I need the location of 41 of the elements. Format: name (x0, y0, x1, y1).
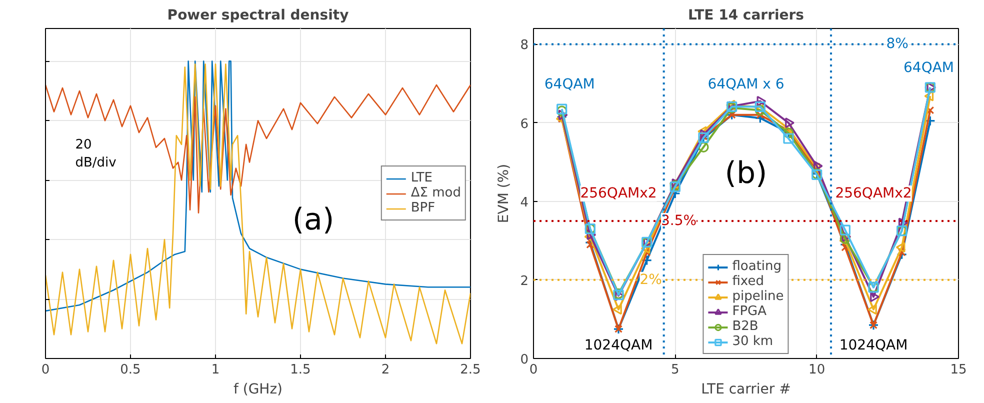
y-tick-label: 2 (520, 274, 529, 289)
y-tick-label: 4 (520, 195, 529, 210)
legend-label: FPGA (732, 304, 767, 319)
ref-line-label: 2% (640, 272, 662, 288)
annotation: 64QAM (904, 60, 954, 76)
annotation: (b) (724, 156, 768, 192)
x-tick-label: 0.5 (120, 362, 141, 378)
legend-label: fixed (732, 274, 764, 289)
legend-label: BPF (410, 200, 436, 216)
x-tick-label: 0 (41, 362, 50, 378)
x-tick-label: 5 (671, 362, 680, 378)
x-tick-label: 1 (211, 362, 220, 378)
legend-label: pipeline (732, 289, 784, 304)
annotation: 20 dB/div (75, 137, 117, 170)
annotation: 1024QAM (584, 337, 653, 354)
x-tick-label: 10 (808, 362, 826, 378)
annotation: 64QAM x 6 (708, 76, 784, 93)
y-tick-label: 8 (520, 38, 529, 54)
legend-label: 30 km (732, 334, 774, 349)
x-tick-label: 1.5 (290, 362, 311, 378)
y-tick-label: 0 (520, 352, 529, 368)
legend-label: LTE (410, 170, 432, 186)
y-axis-title: EVM (%) (496, 164, 512, 224)
ref-line-label: 8% (886, 36, 908, 52)
legend-label: floating (732, 259, 782, 274)
y-tick-label: 6 (520, 116, 529, 132)
annotation: 64QAM (544, 76, 595, 93)
annotation: (a) (292, 202, 334, 238)
annotation: 256QAMx2 (835, 186, 912, 202)
annotation: 1024QAM (839, 337, 908, 354)
legend-label: B2B (732, 319, 758, 334)
x-axis-title: LTE carrier # (701, 382, 791, 398)
annotation: 256QAMx2 (580, 186, 657, 202)
x-axis-title: f (GHz) (233, 382, 283, 398)
x-tick-label: 2.5 (460, 362, 481, 378)
ref-line-label: 3.5% (661, 213, 697, 229)
chart-title: Power spectral density (167, 8, 349, 24)
legend-label: ΔΣ mod (410, 186, 461, 200)
x-tick-label: 2 (381, 362, 390, 378)
x-tick-label: 15 (950, 362, 967, 378)
chart-title: LTE 14 carriers (688, 8, 804, 24)
